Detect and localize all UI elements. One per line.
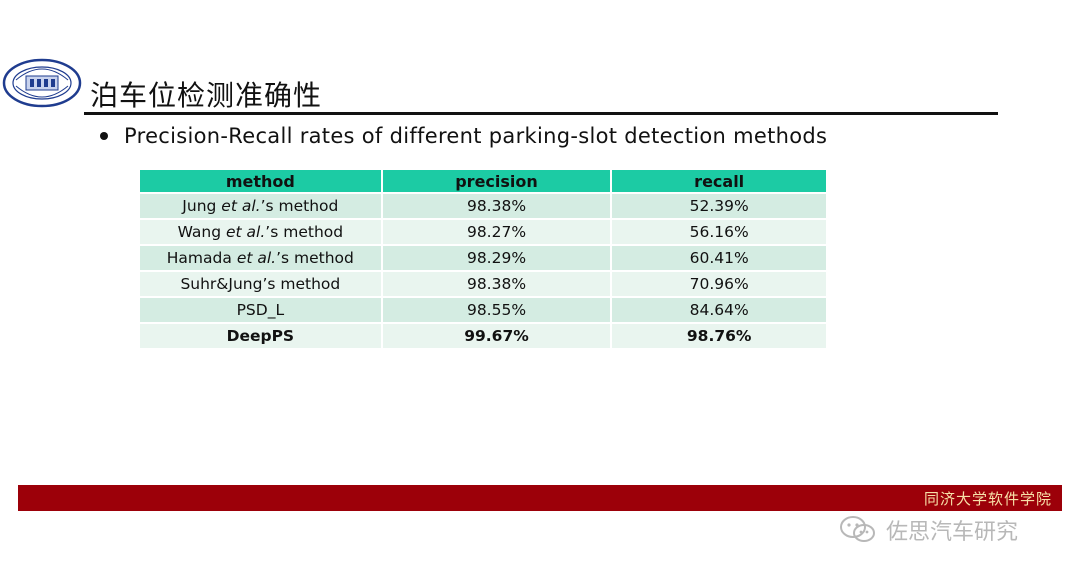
table-row-highlight: DeepPS 99.67% 98.76%: [140, 324, 826, 348]
recall-cell: 84.64%: [612, 298, 826, 322]
header-method: method: [140, 170, 381, 192]
header-precision: precision: [382, 170, 611, 192]
precision-cell: 98.29%: [382, 246, 611, 270]
method-cell: Jung et al.’s method: [140, 194, 381, 218]
table-row: Jung et al.’s method 98.38% 52.39%: [140, 194, 826, 218]
table-row: Wang et al.’s method 98.27% 56.16%: [140, 220, 826, 244]
slide-title: 泊车位检测准确性: [90, 79, 323, 112]
watermark: 佐思汽车研究: [838, 514, 1018, 546]
recall-cell: 52.39%: [612, 194, 826, 218]
precision-cell: 98.55%: [382, 298, 611, 322]
bullet-item: Precision-Recall rates of different park…: [100, 124, 827, 148]
results-table: method precision recall Jung et al.’s me…: [138, 168, 828, 350]
precision-cell: 98.27%: [382, 220, 611, 244]
table-row: Suhr&Jung’s method 98.38% 70.96%: [140, 272, 826, 296]
recall-cell: 70.96%: [612, 272, 826, 296]
bullet-text: Precision-Recall rates of different park…: [124, 124, 828, 148]
table-header-row: method precision recall: [140, 170, 826, 192]
recall-cell: 60.41%: [612, 246, 826, 270]
footer-band: 同济大学软件学院: [18, 485, 1062, 511]
header-recall: recall: [612, 170, 826, 192]
method-cell: PSD_L: [140, 298, 381, 322]
method-cell: Hamada et al.’s method: [140, 246, 381, 270]
watermark-text: 佐思汽车研究: [886, 520, 1019, 545]
footer-institution: 同济大学软件学院: [923, 490, 1052, 508]
title-divider: [84, 112, 998, 115]
table-row: PSD_L 98.55% 84.64%: [140, 298, 826, 322]
university-seal-icon: [2, 58, 82, 108]
precision-cell: 99.67%: [382, 324, 611, 348]
table-row: Hamada et al.’s method 98.29% 60.41%: [140, 246, 826, 270]
precision-cell: 98.38%: [382, 194, 611, 218]
wechat-icon: [840, 516, 875, 542]
recall-cell: 56.16%: [612, 220, 826, 244]
method-cell: DeepPS: [140, 324, 381, 348]
precision-cell: 98.38%: [382, 272, 611, 296]
method-cell: Suhr&Jung’s method: [140, 272, 381, 296]
recall-cell: 98.76%: [612, 324, 826, 348]
method-cell: Wang et al.’s method: [140, 220, 381, 244]
bullet-dot-icon: [100, 132, 108, 140]
